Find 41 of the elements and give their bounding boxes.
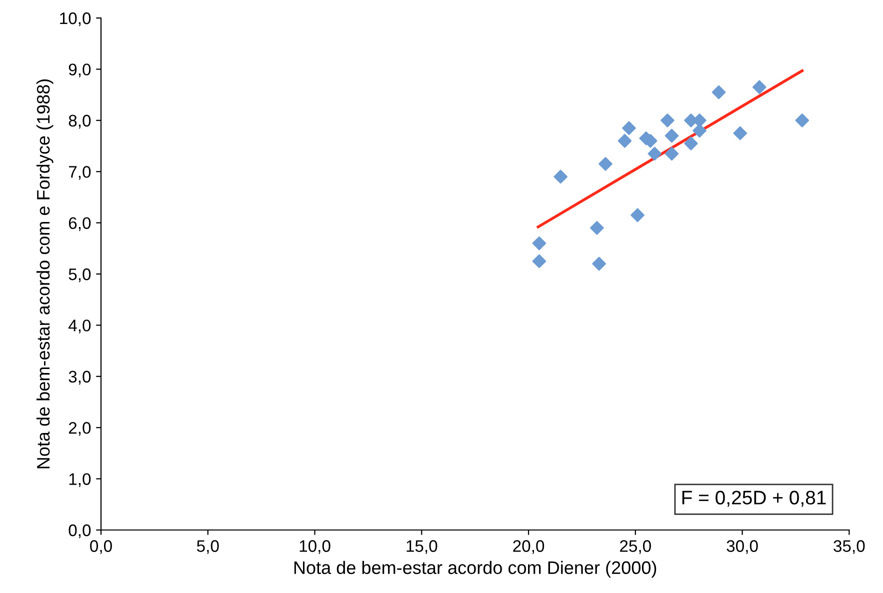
x-tick-label: 25,0 — [620, 540, 651, 554]
x-tick-label: 0,0 — [90, 540, 112, 554]
point — [795, 113, 810, 128]
x-tick-label: 10,0 — [300, 540, 330, 554]
y-tick-label: 7,0 — [68, 166, 91, 180]
y-tick-label: 5,0 — [68, 268, 91, 282]
x-axis-title: Nota de bem-estar acordo com Diener (2000) — [294, 560, 656, 578]
y-tick-label: 6,0 — [68, 217, 91, 231]
point — [630, 208, 644, 222]
point — [660, 113, 674, 128]
x-tick-label: 20,0 — [513, 540, 544, 554]
x-tick-label: 5,0 — [196, 540, 219, 554]
point — [532, 236, 546, 250]
y-tick-label: 4,0 — [68, 320, 91, 334]
point — [733, 126, 748, 140]
point — [590, 221, 604, 235]
y-axis-title: Nota de bem-estar acordo com e Fordyce (1988) — [36, 79, 54, 468]
point — [712, 85, 726, 100]
x-tick-label: 30,0 — [726, 540, 758, 554]
x-tick-label: 35,0 — [834, 540, 865, 554]
y-tick-label: 8,0 — [68, 114, 91, 129]
y-tick-label: 9,0 — [68, 64, 91, 78]
point — [692, 124, 706, 138]
point — [648, 146, 662, 161]
y-tick-label: 0,0 — [68, 524, 91, 538]
x-tick-label: 15,0 — [406, 540, 438, 554]
y-tick-label: 2,0 — [68, 422, 91, 436]
point — [532, 254, 546, 268]
point — [684, 136, 698, 150]
point — [554, 170, 568, 184]
point — [618, 134, 632, 148]
point — [592, 256, 606, 271]
point — [664, 128, 679, 143]
y-tick-label: 10,0 — [60, 12, 91, 26]
annotation: F = 0,25D + 0,81 — [682, 490, 826, 507]
point — [598, 157, 612, 171]
point — [752, 80, 766, 94]
y-tick-label: 1,0 — [69, 473, 91, 487]
point — [622, 121, 636, 135]
y-tick-label: 3,0 — [68, 370, 91, 385]
point — [664, 146, 679, 161]
